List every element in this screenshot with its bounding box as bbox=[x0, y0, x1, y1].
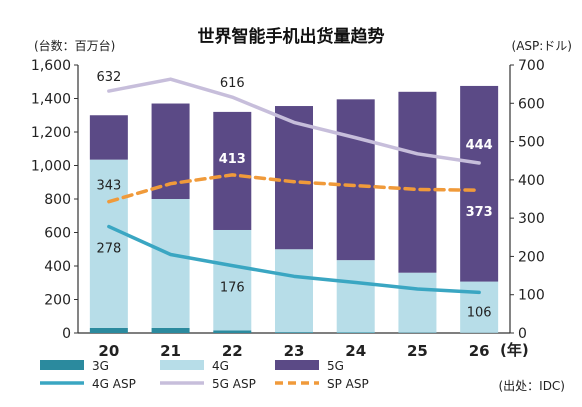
legend-5g-label: 5G bbox=[327, 359, 344, 373]
line-sp-asp bbox=[107, 173, 481, 204]
right-tick-label: 700 bbox=[518, 58, 545, 74]
source-note: (出处：IDC) bbox=[498, 379, 565, 393]
data-label-4g-asp: 176 bbox=[220, 281, 245, 296]
bar-3g-20 bbox=[89, 327, 128, 333]
left-tick-label: 1,200 bbox=[31, 125, 71, 141]
legend-4g-label: 4G bbox=[212, 359, 229, 373]
x-tick-label: 20 bbox=[98, 342, 119, 360]
legend-5g-swatch bbox=[275, 360, 319, 370]
legend-3g-label: 3G bbox=[92, 359, 109, 373]
bar-4g-22 bbox=[213, 229, 252, 331]
data-label-5g-asp: 444 bbox=[466, 138, 493, 153]
left-tick-label: 800 bbox=[44, 192, 71, 208]
right-axis-unit: (ASP:ドル) bbox=[512, 39, 572, 53]
bar-5g-24 bbox=[336, 99, 375, 261]
left-tick-label: 600 bbox=[44, 226, 71, 242]
bar-4g-24 bbox=[336, 260, 375, 333]
x-tick-label: 25 bbox=[407, 342, 428, 360]
left-tick-label: 0 bbox=[62, 326, 71, 342]
data-label-sp-asp: 373 bbox=[466, 205, 493, 220]
data-label-5g-asp: 632 bbox=[96, 70, 121, 85]
bar-3g-21 bbox=[151, 327, 190, 333]
data-label-sp-asp: 413 bbox=[219, 152, 246, 167]
x-tick-label: 23 bbox=[284, 342, 305, 360]
bar-5g-22 bbox=[213, 111, 252, 230]
chart-title: 世界智能手机出货量趋势 bbox=[198, 26, 385, 47]
left-tick-label: 400 bbox=[44, 259, 71, 275]
bar-4g-25 bbox=[398, 272, 437, 333]
legend-4g-asp-label: 4G ASP bbox=[92, 377, 136, 391]
left-tick-label: 1,400 bbox=[31, 92, 71, 108]
data-label-5g-asp: 616 bbox=[220, 76, 245, 91]
x-tick-label: 26 bbox=[469, 342, 490, 360]
bar-3g-22 bbox=[213, 330, 252, 333]
right-tick-label: 0 bbox=[518, 326, 527, 342]
data-label-4g-asp: 278 bbox=[96, 242, 121, 257]
x-axis-unit: (年) bbox=[500, 341, 529, 359]
bar-4g-20 bbox=[89, 159, 128, 328]
x-tick-label: 22 bbox=[222, 342, 243, 360]
line-5g-asp bbox=[107, 77, 481, 165]
right-tick-label: 400 bbox=[518, 173, 545, 189]
right-tick-label: 200 bbox=[518, 249, 545, 265]
legend-4g-swatch bbox=[160, 360, 204, 370]
bar-5g-26 bbox=[460, 85, 499, 282]
left-tick-label: 1,600 bbox=[31, 58, 71, 74]
left-tick-label: 1,000 bbox=[31, 159, 71, 175]
bar-4g-23 bbox=[275, 249, 313, 333]
right-tick-label: 300 bbox=[518, 211, 545, 227]
plot-area: 0 200 400 600 800 1,000 1,200 1,400 1,600 0 100 200… bbox=[31, 58, 545, 360]
bar-5g-25 bbox=[398, 91, 437, 273]
x-tick-label: 21 bbox=[160, 342, 181, 360]
bar-5g-20 bbox=[89, 115, 128, 160]
right-tick-label: 100 bbox=[518, 288, 545, 304]
data-label-sp-asp: 343 bbox=[96, 179, 121, 194]
legend-3g-swatch bbox=[40, 360, 84, 370]
data-label-4g-asp: 106 bbox=[467, 305, 492, 320]
left-tick-label: 200 bbox=[44, 293, 71, 309]
legend: 3G 4G 5G 4G ASP 5G ASP SP ASP bbox=[40, 359, 369, 391]
x-tick-label: 24 bbox=[345, 342, 366, 360]
right-tick-label: 600 bbox=[518, 96, 545, 112]
bar-5g-23 bbox=[275, 106, 313, 250]
left-axis-unit: (台数：百万台) bbox=[34, 38, 115, 53]
line-4g-asp bbox=[107, 224, 481, 295]
legend-5g-asp-label: 5G ASP bbox=[212, 377, 256, 391]
right-tick-label: 500 bbox=[518, 135, 545, 151]
bar-3g-23 bbox=[275, 332, 313, 333]
bar-3g-24 bbox=[336, 332, 375, 333]
legend-sp-asp-label: SP ASP bbox=[327, 377, 369, 391]
bar-4g-21 bbox=[151, 199, 190, 328]
